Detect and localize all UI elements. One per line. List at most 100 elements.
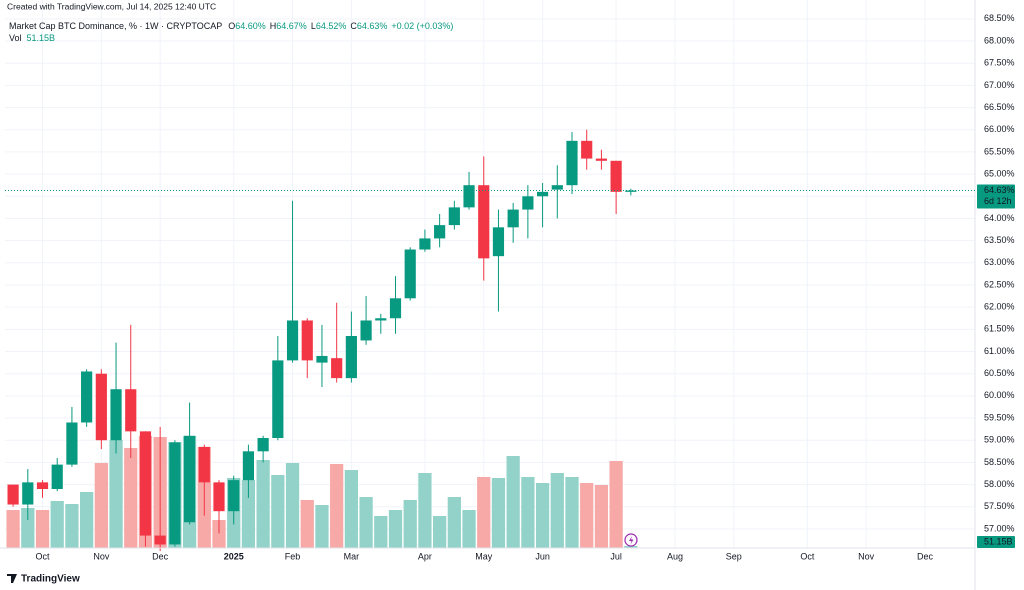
volume-bar [21, 508, 35, 548]
candle-body [536, 191, 549, 197]
volume-bar [330, 464, 344, 548]
candle-body [36, 482, 49, 490]
candle-body [301, 320, 313, 361]
legend-key: L [311, 21, 316, 31]
candle-body [492, 227, 505, 257]
y-tick-label: 57.50% [984, 501, 1015, 511]
volume-bar [462, 510, 476, 548]
candle-body [286, 320, 299, 361]
y-tick-label: 64.00% [984, 213, 1015, 223]
volume-bar [124, 448, 138, 548]
volume-bar [491, 478, 506, 548]
legend-change: +0.02 (+0.03%) [391, 21, 453, 31]
legend-key: H [270, 21, 277, 31]
volume-bar [65, 504, 79, 548]
y-tick-label: 62.50% [984, 279, 1015, 289]
candle-body [228, 480, 240, 512]
volume-bar [285, 463, 300, 548]
x-tick-label: Nov [93, 551, 110, 561]
candle-body [242, 451, 255, 481]
y-tick-label: 58.00% [984, 479, 1015, 489]
candle-body [139, 431, 152, 536]
candle-body [434, 225, 446, 239]
volume-bar [109, 440, 123, 548]
candle-body [478, 185, 490, 259]
volume-bar [300, 500, 314, 548]
volume-badge-label: 51.15B [984, 536, 1013, 546]
volume-bar [256, 460, 270, 548]
x-tick-label: Oct [35, 551, 50, 561]
x-tick-label: 2025 [224, 551, 244, 561]
symbol-legend: Market Cap BTC Dominance, % · 1W · CRYPT… [9, 21, 453, 31]
volume-bar [80, 492, 94, 548]
x-tick-label: Feb [285, 551, 301, 561]
y-tick-label: 67.00% [984, 80, 1015, 90]
volume-title: Vol [9, 33, 22, 43]
candle-body [419, 238, 431, 250]
volume-bar [594, 485, 609, 548]
candle-body [375, 318, 387, 321]
candle-body [66, 422, 78, 465]
y-tick-label: 62.00% [984, 302, 1015, 312]
candle-body [154, 535, 166, 545]
candle-body [183, 435, 196, 523]
x-tick-label: May [475, 551, 493, 561]
volume-bar [506, 456, 520, 548]
candle-body [22, 482, 34, 505]
candle-body [404, 249, 416, 299]
volume-bar [359, 497, 373, 548]
y-tick-label: 66.50% [984, 102, 1015, 112]
y-tick-label: 65.00% [984, 168, 1015, 178]
volume-bar [609, 461, 623, 548]
candle-body [610, 160, 622, 192]
y-tick-label: 61.50% [984, 324, 1015, 334]
candle-body [463, 185, 475, 208]
x-tick-label: Sep [726, 551, 742, 561]
volume-layer [6, 436, 638, 548]
candle-body [566, 140, 578, 186]
candle-body [213, 482, 225, 512]
y-tick-label: 59.00% [984, 435, 1015, 445]
brand-logo [7, 574, 17, 583]
candle-body [198, 446, 210, 483]
event-icon[interactable] [624, 533, 638, 547]
legend-value: 64.52% [316, 21, 347, 31]
candle-layer [7, 129, 637, 552]
last-price-badge [977, 184, 1015, 209]
candle-body [110, 389, 122, 441]
x-tick-label: Dec [152, 551, 169, 561]
y-tick-label: 63.00% [984, 257, 1015, 267]
candle-body [581, 140, 593, 159]
legend-value: 64.60% [235, 21, 266, 31]
volume-bar [344, 470, 358, 548]
volume-bar [212, 520, 226, 548]
volume-bar [418, 473, 432, 548]
x-tick-label: Aug [667, 551, 683, 561]
symbol: Market Cap BTC Dominance, % · 1W · CRYPT… [9, 21, 222, 31]
y-tick-label: 63.50% [984, 235, 1015, 245]
x-tick-label: Apr [418, 551, 432, 561]
volume-bar [477, 477, 491, 548]
candle-body [522, 196, 534, 210]
legend-key: O [228, 21, 235, 31]
x-tick-label: Nov [858, 551, 875, 561]
volume-bar [6, 510, 20, 548]
y-tick-label: 68.00% [984, 35, 1015, 45]
brand: TradingView [21, 574, 80, 585]
candle-body [331, 358, 343, 379]
x-tick-label: Jul [610, 551, 622, 561]
volume-bar [374, 516, 388, 548]
volume-bar [624, 545, 638, 548]
y-tick-label: 60.00% [984, 390, 1015, 400]
volume-bar [521, 477, 535, 548]
volume-bar [535, 483, 550, 548]
candle-body [360, 320, 372, 341]
volume-bar [447, 497, 461, 548]
candle-body [389, 298, 402, 319]
volume-bar [94, 463, 108, 548]
candle-body [169, 442, 181, 545]
candle-body [316, 355, 328, 363]
y-tick-label: 59.50% [984, 412, 1015, 422]
candle-body [51, 464, 63, 490]
